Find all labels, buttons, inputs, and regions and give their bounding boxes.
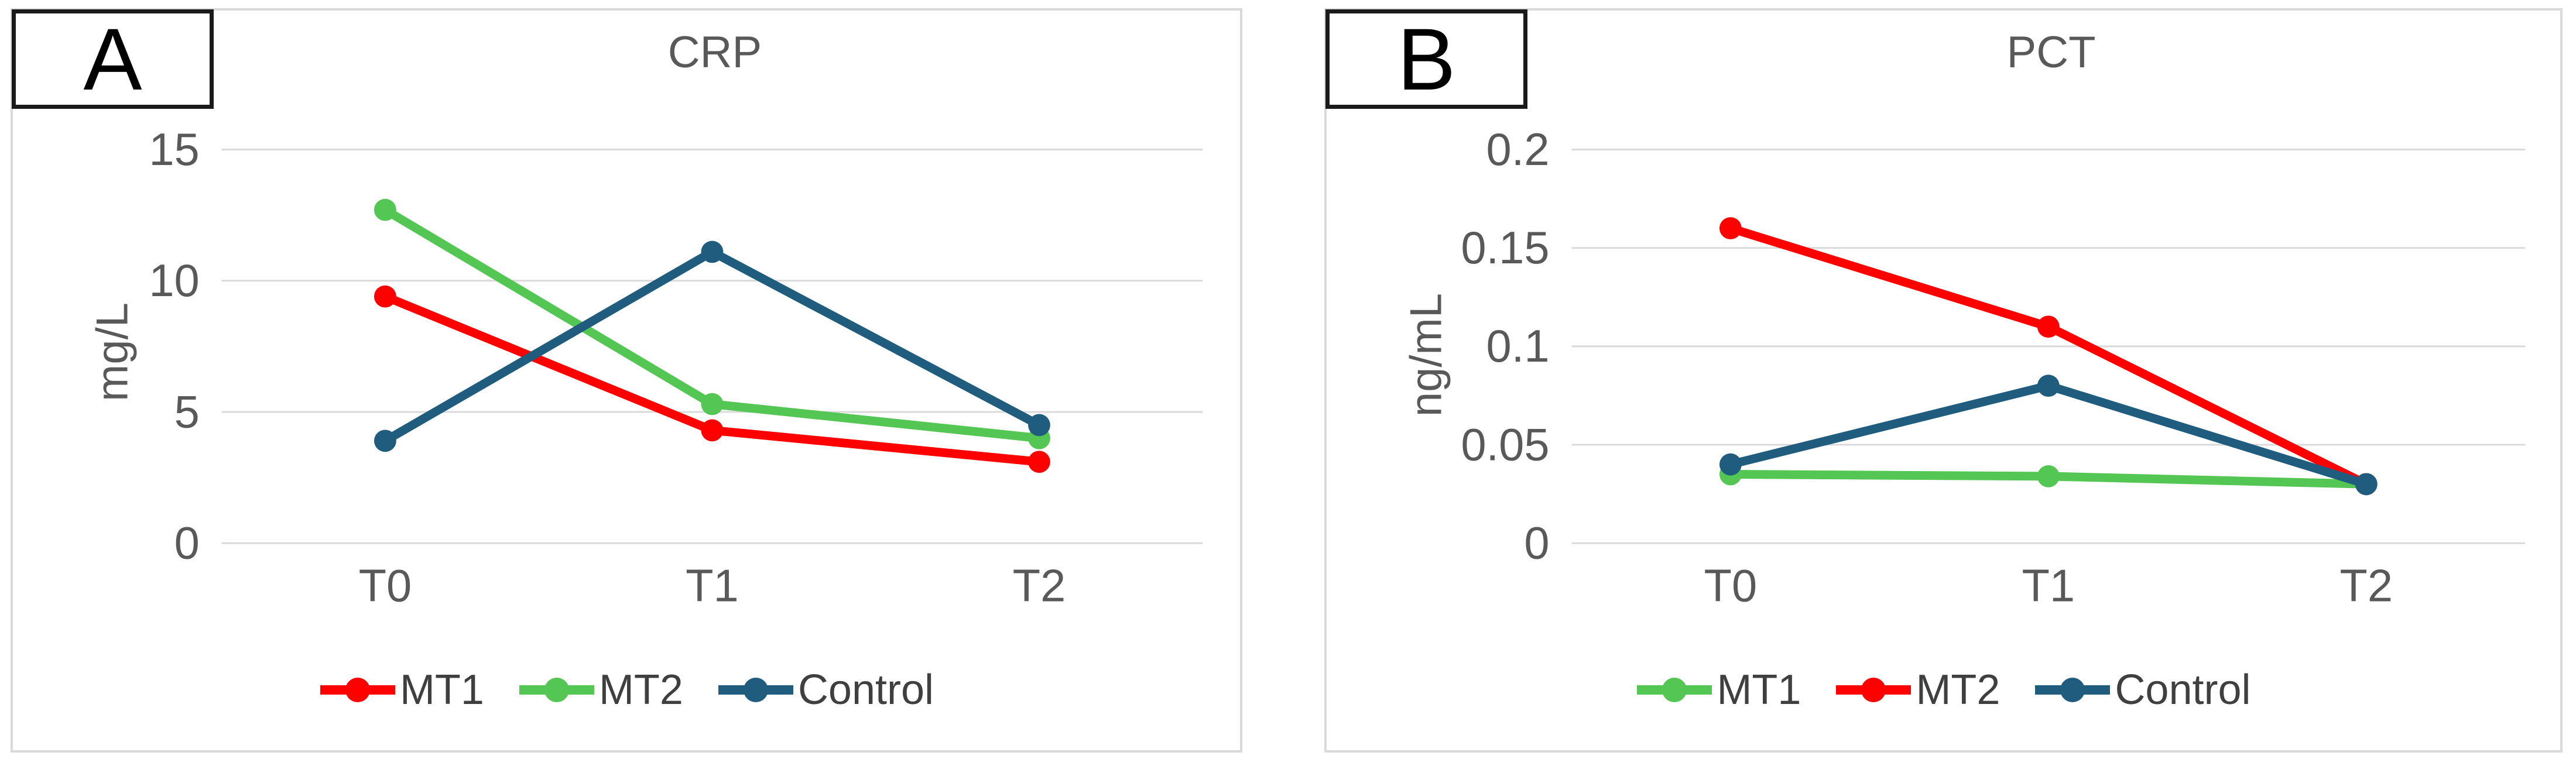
legend-item-control: Control: [2034, 666, 2251, 714]
legend-a: MT1 MT2 Control: [13, 666, 1240, 714]
data-point-mt1: [2037, 465, 2060, 487]
series-line-mt2: [1726, 224, 2371, 489]
y-tick-label: 10: [149, 256, 199, 306]
y-tick-label: 0.05: [1461, 420, 1549, 470]
y-tick-label: 15: [149, 125, 199, 175]
legend-item-mt2: MT2: [518, 666, 683, 714]
panel-label-box-a: A: [12, 9, 214, 109]
panel-label-box-b: B: [1325, 9, 1527, 109]
y-tick-label: 0: [1524, 518, 1549, 569]
panel-label-b: B: [1397, 10, 1456, 108]
chart-panel-b: B PCT ng/mL 0.2 0.15 0.1 0.05 0 T0 T1 T2 MT1 MT2…: [1324, 8, 2563, 753]
chart-panel-a: A CRP mg/L 15 10 5 0 T0 T1 T2 MT1 MT2 Control: [11, 8, 1242, 753]
data-point-mt1: [701, 419, 724, 442]
legend-marker-icon: [519, 678, 594, 702]
data-point-mt2: [374, 198, 396, 221]
x-tick-label: T0: [359, 561, 412, 612]
legend-label: MT1: [399, 667, 484, 713]
legend-item-mt1: MT1: [319, 666, 484, 714]
legend-marker-icon: [718, 678, 793, 702]
chart-plot-a: 15 10 5 0 T0 T1 T2: [149, 125, 1203, 612]
legend-dot: [743, 678, 768, 702]
y-tick-label: 5: [174, 387, 200, 437]
panel-label-a: A: [83, 10, 142, 108]
data-point-control: [2037, 375, 2060, 397]
data-point-mt1: [1028, 451, 1050, 473]
legend-marker-icon: [1836, 678, 1912, 702]
data-point-control: [701, 241, 724, 263]
data-point-control: [2355, 473, 2378, 496]
legend-label: Control: [2115, 667, 2251, 713]
x-tick-label: T1: [2022, 561, 2075, 612]
legend-marker-icon: [2035, 678, 2111, 702]
legend-marker-icon: [1637, 678, 1712, 702]
legend-marker-icon: [320, 678, 395, 702]
legend-dot: [1861, 678, 1886, 702]
legend-label: MT2: [1916, 667, 2000, 713]
data-point-control: [1719, 453, 1742, 476]
legend-label: Control: [797, 667, 934, 713]
x-tick-label: T2: [2339, 561, 2393, 612]
y-tick-label: 0.2: [1486, 125, 1550, 175]
chart-title-pct: PCT: [2006, 28, 2096, 77]
y-tick-label: 0.15: [1461, 223, 1549, 273]
data-point-control: [1028, 414, 1050, 437]
y-tick-label: 0: [174, 518, 200, 569]
legend-dot: [345, 678, 370, 702]
x-tick-label: T1: [686, 561, 739, 612]
chart-title-crp: CRP: [667, 28, 762, 77]
data-point-mt2: [701, 393, 724, 415]
x-tick-label: T2: [1013, 561, 1066, 612]
x-tick-label: T0: [1704, 561, 1758, 612]
legend-item-mt2: MT2: [1835, 666, 2000, 714]
data-point-mt1: [374, 285, 396, 308]
legend-label: MT2: [598, 667, 683, 713]
legend-item-control: Control: [717, 666, 934, 714]
legend-label: MT1: [1717, 667, 1801, 713]
data-point-mt2: [2037, 315, 2060, 338]
legend-dot: [1662, 678, 1687, 702]
data-point-mt2: [1719, 217, 1742, 239]
legend-item-mt1: MT1: [1636, 666, 1801, 714]
chart-plot-b: 0.2 0.15 0.1 0.05 0 T0 T1 T2: [1461, 125, 2526, 612]
legend-dot: [544, 678, 569, 702]
legend-b: MT1 MT2 Control: [1327, 666, 2560, 714]
y-tick-label: 0.1: [1486, 321, 1550, 372]
data-point-control: [374, 430, 396, 452]
legend-dot: [2060, 678, 2085, 702]
